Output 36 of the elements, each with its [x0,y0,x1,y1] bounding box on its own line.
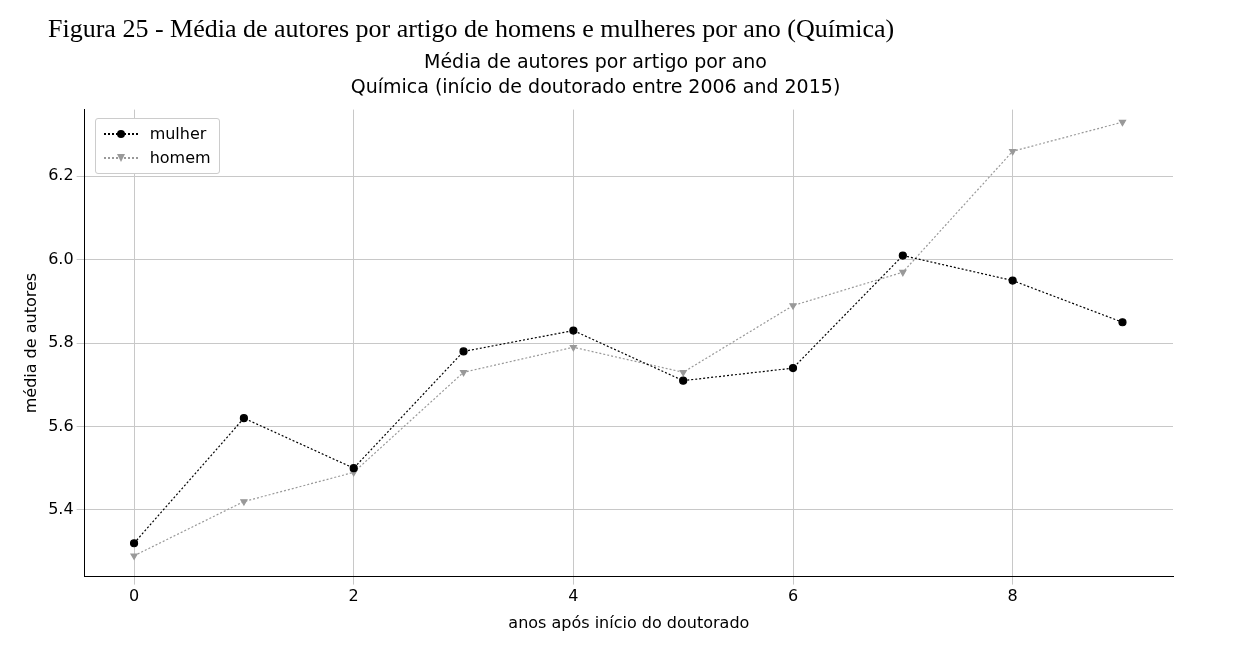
legend-label: homem [149,148,211,168]
point [130,553,138,560]
point [459,369,468,377]
text: Figura 25 - Média de autores por artigo de homens e mulheres por ano (Química) [48,14,896,44]
point [789,303,797,310]
x-tick-label: 2 [348,586,359,606]
point [459,347,468,356]
y-tick-label: 6.0 [48,248,74,268]
point [569,326,578,335]
chart-title: Média de autores por artigo por ano [424,50,767,73]
y-tick-label: 5.4 [48,499,74,519]
point [1008,276,1017,285]
x-tick-label: 4 [568,586,579,606]
point [569,344,577,352]
y-axis-title: média de autores [20,272,40,414]
legend-label: mulher [149,124,207,144]
point [899,269,907,277]
point [898,251,907,260]
x-tick-label: 6 [787,586,799,606]
x-tick-label: 0 [128,586,140,606]
x-tick-label: 8 [1007,586,1018,606]
point [240,499,248,506]
point [1118,119,1127,127]
point [349,464,358,473]
y-tick-label: 5.6 [48,415,74,435]
point [679,369,687,377]
point [239,414,248,423]
y-tick-label: 5.8 [48,332,74,352]
point [788,364,798,373]
y-tick-label: 6.2 [48,165,74,185]
point [129,539,139,548]
point [1118,318,1127,327]
chart-subtitle: Química (início de doutorado entre 2006 and 2015) [350,75,841,98]
point [1009,148,1017,156]
x-axis-title: anos após início do doutorado [508,612,750,632]
point [679,376,688,385]
